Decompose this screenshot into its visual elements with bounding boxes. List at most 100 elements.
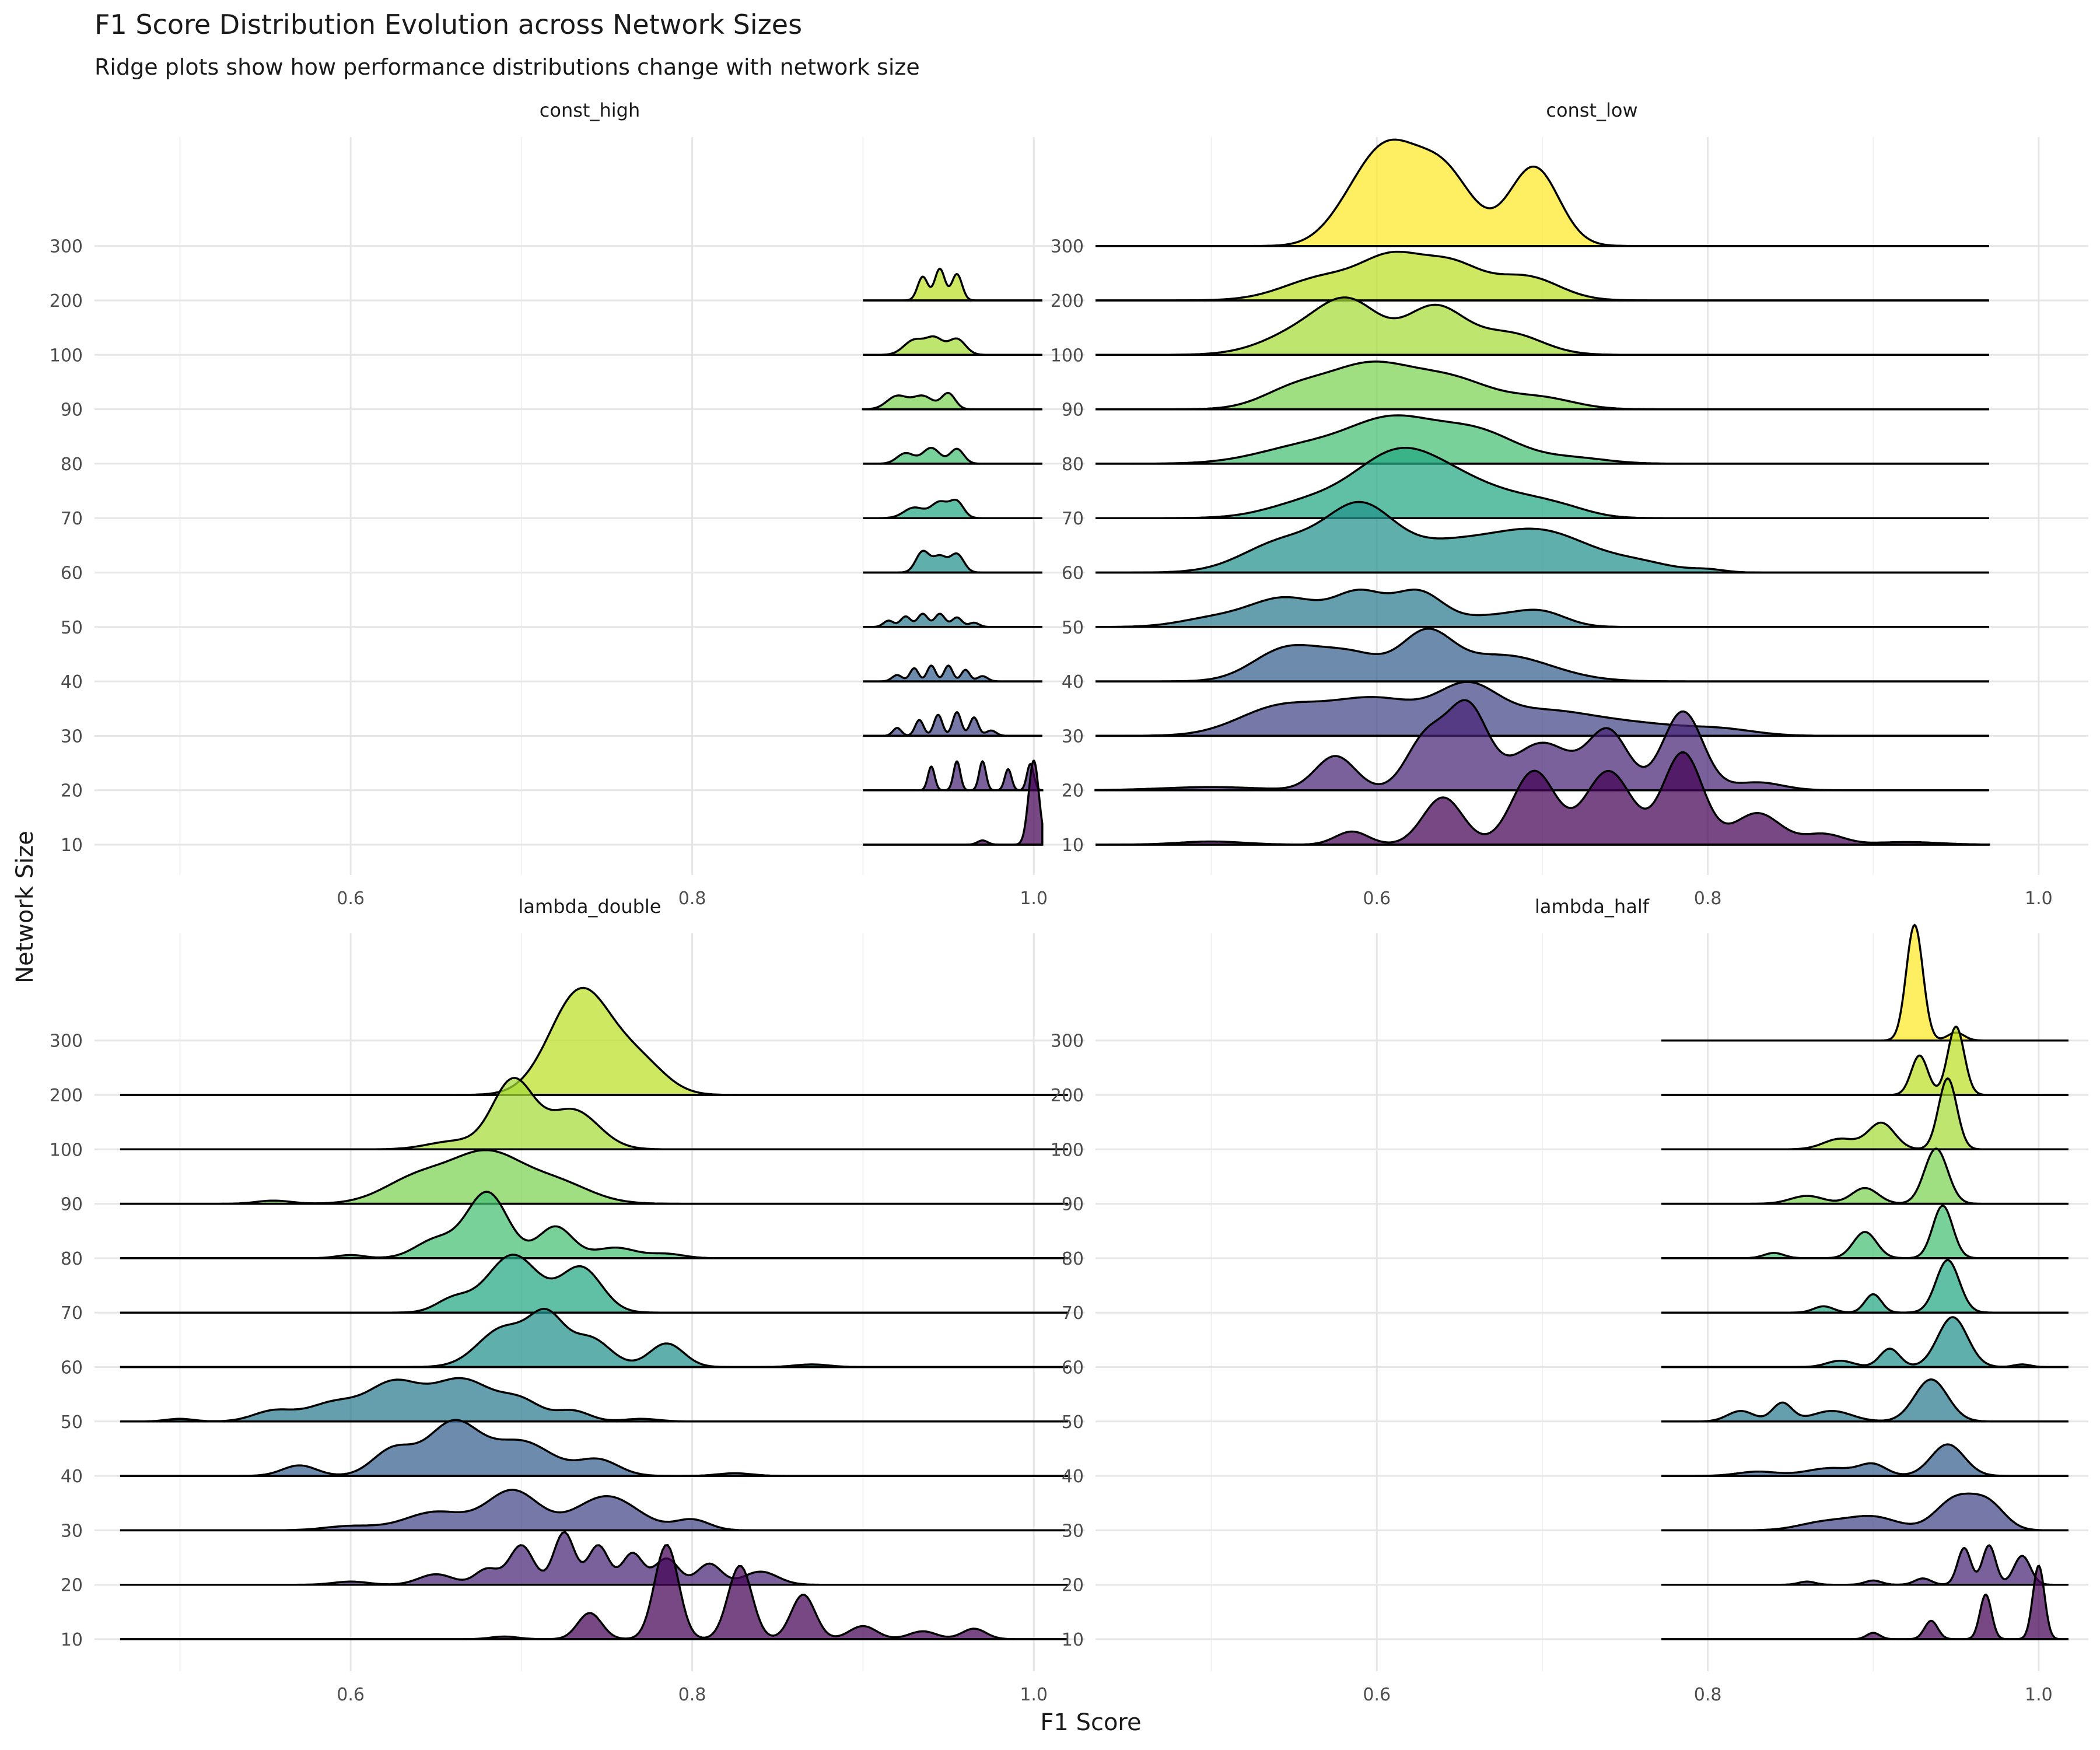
x-tick-label: 0.6 [1363,1685,1391,1705]
y-tick-label: 20 [1062,1576,1084,1596]
y-tick-label: 70 [61,509,83,529]
ridge-const_high-200 [863,267,1042,302]
y-tick-label: 60 [61,1358,83,1378]
ridge-const_high-30 [863,711,1042,737]
ridge-const_high-50 [863,612,1042,628]
y-tick-label: 70 [1062,509,1084,529]
y-tick-label: 90 [61,400,83,421]
facet-strip-label: const_low [1546,99,1637,121]
y-tick-label: 300 [50,1031,83,1052]
y-tick-label: 70 [61,1303,83,1324]
x-tick-label: 0.8 [678,1685,706,1705]
y-tick-label: 10 [61,835,83,856]
facet-panels: const_high 10 20 30 40 50 60 70 80 90 100 200 300 0.6… [50,99,2088,1705]
ridge-lambda_double-50 [120,1377,1068,1423]
facet-const_high: const_high 10 20 30 40 50 60 70 80 90 100 200 300 0.6… [50,99,1085,909]
y-tick-label: 30 [61,726,83,747]
ridge-const_high-70 [863,498,1042,519]
y-tick-label: 50 [61,618,83,638]
facet-lambda_double: lambda_double102030405060708090100200300… [50,895,1085,1705]
y-tick-label: 200 [50,1086,83,1106]
ridge-const_high-60 [863,550,1042,574]
y-tick-label: 80 [61,454,83,475]
ridge-const_high-20 [863,760,1044,792]
x-tick-label: 0.6 [337,888,365,909]
y-tick-label: 30 [1062,726,1084,747]
ridge-lambda_half-30 [1661,1492,2068,1532]
y-tick-label: 20 [61,1576,83,1596]
y-tick-label: 20 [61,781,83,802]
ridge-const_high-90 [862,391,1042,411]
y-tick-label: 300 [1051,237,1084,257]
y-axis-title: Network Size [12,831,38,984]
y-tick-label: 80 [1062,1249,1084,1269]
ridge-lambda_double-20 [120,1531,1068,1586]
y-tick-label: 200 [50,291,83,312]
y-tick-label: 50 [1062,1412,1084,1433]
y-tick-label: 100 [1051,345,1084,366]
y-tick-label: 60 [1062,1358,1084,1378]
ridge-lambda_half-60 [1661,1316,2068,1368]
y-tick-label: 100 [50,1140,83,1160]
y-tick-label: 90 [1062,400,1084,421]
y-tick-label: 10 [1062,1630,1084,1650]
y-tick-label: 70 [1062,1303,1084,1324]
ridge-lambda_half-90 [1661,1147,2068,1205]
y-tick-label: 40 [1062,1466,1084,1487]
y-tick-label: 30 [1062,1521,1084,1541]
x-tick-label: 0.8 [1694,1685,1722,1705]
ridge-lambda_half-300 [1661,923,2068,1042]
y-tick-label: 60 [1062,564,1084,584]
y-tick-label: 40 [61,1466,83,1487]
ridge-lambda_half-80 [1661,1205,2068,1259]
ridge-lambda_half-40 [1661,1443,2068,1477]
y-tick-label: 40 [1062,672,1084,692]
ridge-lambda_double-90 [120,1149,1068,1205]
ridge-lambda_double-200 [120,986,1068,1096]
y-tick-label: 40 [61,672,83,692]
x-tick-label: 1.0 [1020,888,1048,909]
ridge-lambda_half-20 [1661,1544,2068,1586]
y-tick-label: 80 [61,1249,83,1269]
ridge-const_high-100 [863,335,1042,356]
y-tick-label: 90 [1062,1195,1084,1215]
y-tick-label: 80 [1062,454,1084,475]
x-tick-label: 1.0 [2025,888,2053,909]
ridge-const_low-10 [1096,751,1990,846]
y-tick-label: 300 [50,237,83,257]
y-tick-label: 10 [1062,835,1084,856]
ridge-const_high-40 [863,664,1042,682]
ridge-lambda_double-70 [120,1254,1068,1314]
ridge-lambda_double-60 [120,1307,1068,1368]
y-tick-label: 50 [61,1412,83,1433]
y-tick-label: 200 [1051,1086,1084,1106]
y-tick-label: 100 [1051,1140,1084,1160]
x-tick-label: 1.0 [1020,1685,1048,1705]
x-tick-label: 0.6 [337,1685,365,1705]
ridge-lambda_half-70 [1661,1259,2068,1314]
y-tick-label: 300 [1051,1031,1084,1052]
y-tick-label: 60 [61,564,83,584]
facet-lambda_half: lambda_half 10 20 30 40 50 60 70 80 90 100 200 300 0.… [1051,895,2088,1705]
ridge-lambda_half-50 [1661,1378,2068,1423]
x-tick-label: 0.8 [678,888,706,909]
x-axis-title: F1 Score [1040,1709,1141,1736]
chart-title: F1 Score Distribution Evolution across N… [94,9,802,40]
facet-const_low: const_low 10 20 30 40 50 60 70 80 90 100 200 300 0.6 0… [1051,99,2088,909]
ridge-lambda_half-100 [1661,1077,2068,1151]
ridge-lambda_double-30 [120,1489,1068,1532]
facet-strip-label: lambda_half [1535,895,1650,918]
facet-strip-label: const_high [540,99,640,121]
y-tick-label: 30 [61,1521,83,1541]
x-tick-label: 0.6 [1363,888,1391,909]
x-tick-label: 0.8 [1694,888,1722,909]
ridge-lambda_double-40 [120,1419,1068,1477]
ridge-lambda_half-200 [1661,1026,2068,1096]
y-tick-label: 10 [61,1630,83,1650]
y-tick-label: 90 [61,1195,83,1215]
facet-strip-label: lambda_double [519,895,662,918]
y-tick-label: 50 [1062,618,1084,638]
y-tick-label: 100 [50,345,83,366]
y-tick-label: 200 [1051,291,1084,312]
